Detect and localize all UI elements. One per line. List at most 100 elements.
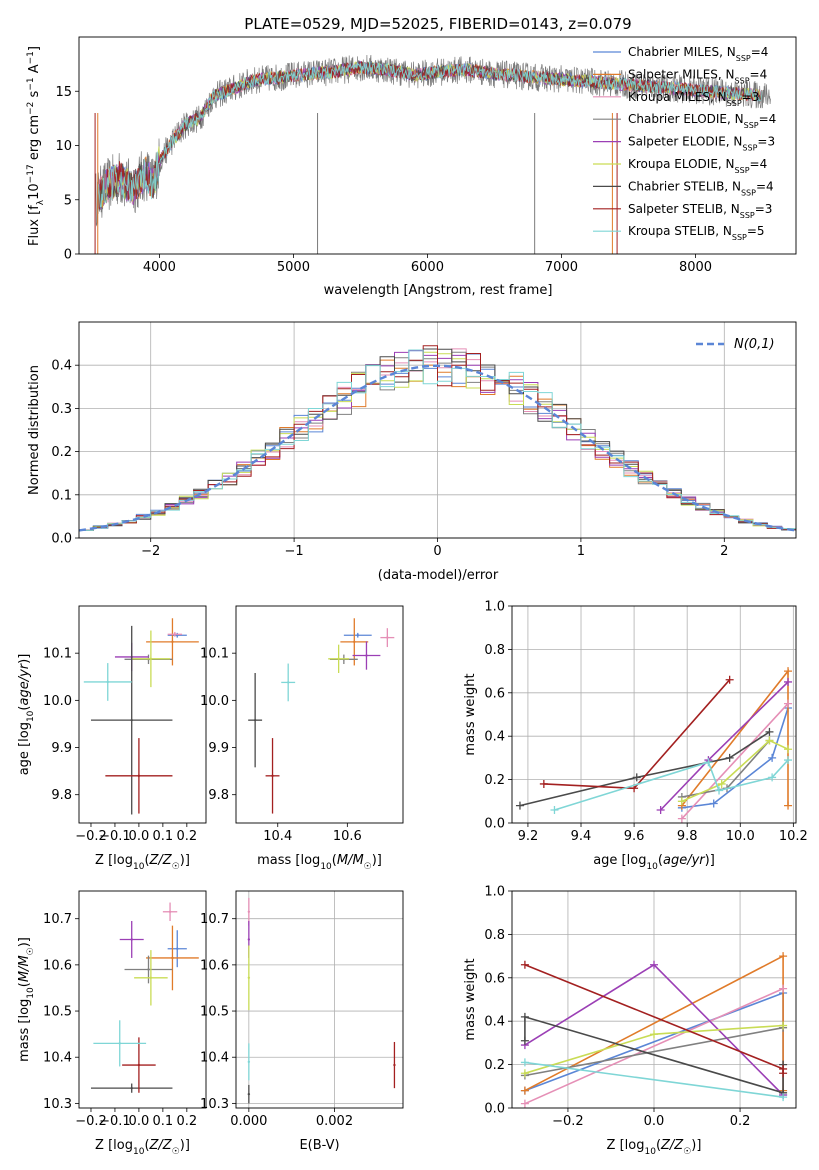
label-part: age [log [17, 722, 32, 775]
x-tick-label: 0.2 [730, 1114, 751, 1129]
data-point [137, 1063, 141, 1067]
axes-frame [511, 890, 797, 1109]
y-tick-label: 1.0 [484, 600, 505, 615]
data-point [337, 657, 340, 661]
y-tick-label: 10.4 [200, 1051, 229, 1066]
age-vs-mass-panel: 10.4 10.6 9.8 9.9 10.0 10.1 mass [log10(M/M☉)] [200, 605, 404, 872]
weight-line-salpeter-stelib [543, 679, 731, 790]
x-tick-label: −0.1 [99, 829, 131, 844]
legend-entry: Kroupa STELIB, NSSP=5 [628, 224, 765, 242]
x-tick-label: 10.6 [333, 829, 362, 844]
label-part: 10 [27, 183, 42, 200]
x-tick-label: 0.2 [176, 1114, 197, 1129]
plot-area [83, 618, 199, 815]
weight-line-kroupa-stelib [554, 759, 789, 811]
label-part: Z/Z [149, 853, 173, 868]
data-point [247, 1060, 251, 1064]
weight-line-salpeter-miles [681, 668, 789, 807]
label-part: 10 [26, 987, 36, 999]
legend-name: Kroupa ELODIE, N [628, 157, 735, 171]
legend-sub: SSP [735, 76, 750, 85]
label-part: s [27, 90, 42, 101]
legend-entry: Chabrier ELODIE, NSSP=4 [628, 112, 776, 130]
weight-line-chabrier-stelib [524, 1015, 784, 1094]
plot-area [515, 667, 793, 823]
y-tick-label: 10.6 [200, 958, 229, 973]
x-tick-label: 0.0 [129, 1114, 150, 1129]
x-tick-label: 1 [577, 544, 585, 559]
legend-name: Salpeter STELIB, N [628, 202, 740, 216]
label-part: E(B-V) [299, 1138, 339, 1153]
axes-frame [235, 890, 404, 1109]
legend-name: Chabrier STELIB, N [628, 179, 741, 193]
x-tick-label: 8000 [679, 260, 712, 275]
legend-entry: Chabrier STELIB, NSSP=4 [628, 179, 774, 197]
x-tick-label: 0.1 [153, 829, 174, 844]
axes-frame [78, 890, 207, 1109]
legend-name: Salpeter ELODIE, N [628, 135, 742, 149]
data-point [130, 1086, 133, 1090]
weight-marker [656, 805, 665, 814]
x-axis-label: (data-model)/error [378, 568, 499, 583]
weight-line-chabrier-stelib [519, 731, 770, 807]
y-tick-label: 0.2 [51, 445, 72, 460]
label-part: −1 [26, 77, 36, 90]
weight-marker [709, 799, 718, 808]
label-part: −2 [26, 102, 36, 115]
label-part: )] [691, 1138, 701, 1153]
x-axis-label: wavelength [Angstrom, rest frame] [324, 283, 553, 298]
y-tick-label: 1.0 [484, 885, 505, 900]
data-point [130, 718, 133, 722]
weight-marker [765, 736, 774, 745]
data-point [168, 910, 172, 913]
y-axis-label: mass weight [463, 673, 478, 755]
weight-marker [539, 779, 548, 788]
data-point [118, 1042, 121, 1045]
data-point [247, 910, 251, 913]
legend-value: =3 [755, 202, 773, 216]
legend-sub: SSP [742, 143, 757, 152]
label-part: A [27, 64, 42, 77]
data-point [247, 976, 251, 979]
label-part: λ [36, 199, 46, 205]
y-tick-label: 0 [64, 248, 72, 263]
data-point [286, 681, 290, 684]
legend-sub: SSP [736, 54, 751, 63]
data-point [171, 956, 174, 960]
mass-weight-vs-metallicity-panel: −0.2 0.0 0.2 0.0 0.2 0.4 0.6 0.8 1.0 Z [log10(Z/Z… [463, 885, 797, 1157]
weight-marker [779, 1069, 788, 1078]
data-point [130, 938, 133, 941]
weight-marker [515, 801, 524, 810]
legend-entry: N(0,1) [734, 337, 775, 352]
weight-marker [768, 773, 777, 782]
y-axis-label: mass weight [463, 958, 478, 1040]
x-tick-label: 0.002 [316, 1114, 353, 1129]
data-point [365, 654, 368, 657]
label-part: )] [17, 654, 32, 664]
y-tick-label: 0.0 [484, 817, 505, 832]
legend-sub: SSP [744, 121, 759, 130]
legend-name: Kroupa MILES, N [628, 90, 727, 104]
label-part: 10 [646, 862, 658, 872]
label-part: erg cm [27, 115, 42, 164]
legend-entry: Chabrier MILES, NSSP=4 [628, 45, 768, 63]
weight-marker [520, 1058, 529, 1067]
data-point [176, 947, 179, 950]
y-tick-label: 10.7 [200, 912, 229, 927]
data-point [356, 634, 359, 637]
legend-value: =3 [742, 90, 760, 104]
weight-marker [632, 773, 641, 782]
legend-entry: Kroupa ELODIE, NSSP=4 [628, 157, 767, 175]
x-tick-label: 10.4 [263, 829, 292, 844]
y-tick-label: 15 [55, 85, 72, 100]
label-part: ( [656, 1138, 661, 1153]
spectrum-panel: 4000 5000 6000 7000 8000 0 5 10 15 Chabrier MILES… [26, 36, 797, 298]
x-tick-label: 0.000 [230, 1114, 267, 1129]
data-point [271, 774, 274, 778]
data-point [386, 636, 389, 639]
axes-frame [78, 36, 797, 255]
legend-sub: SSP [732, 233, 747, 242]
x-tick-label: −0.2 [75, 829, 107, 844]
legend-value: =3 [757, 135, 775, 149]
legend-entry: Kroupa MILES, NSSP=3 [628, 90, 759, 108]
